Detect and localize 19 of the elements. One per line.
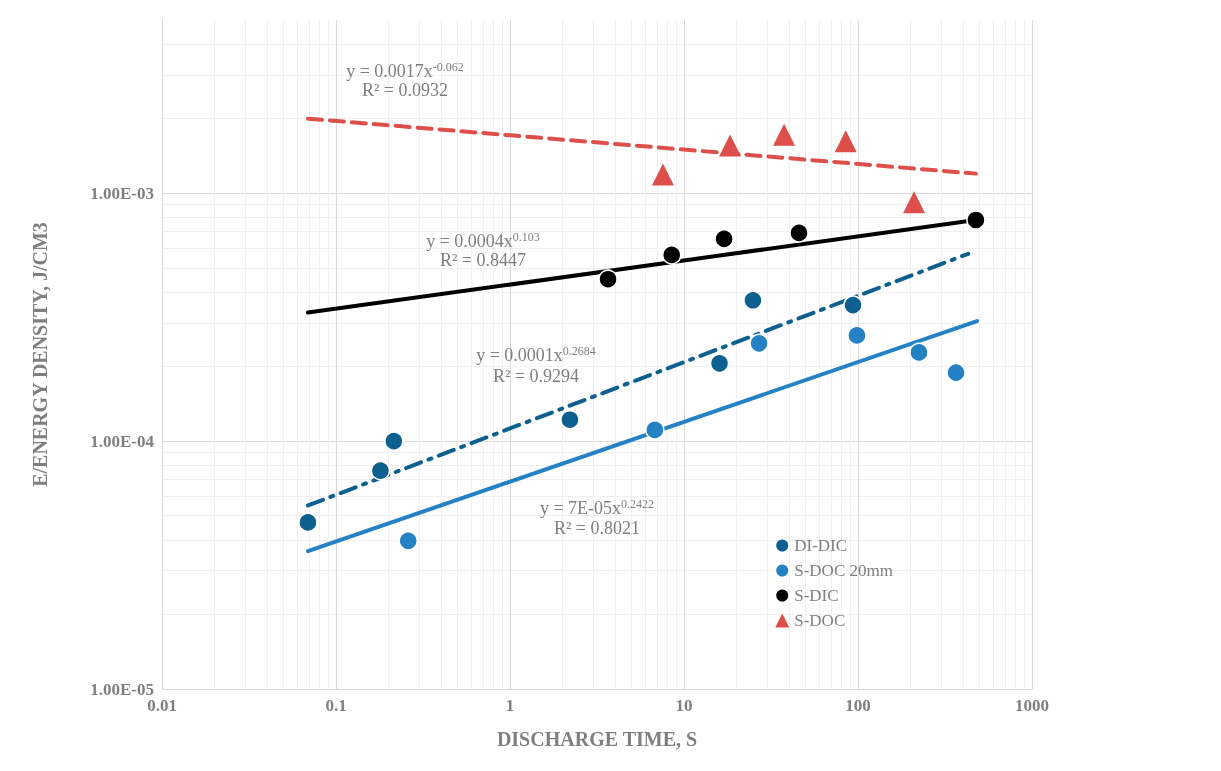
x-tick-label: 0.1	[325, 696, 347, 715]
y-tick-label: 1.00E-04	[90, 431, 155, 451]
legend-label: S-DOC 20mm	[794, 560, 893, 580]
annotation: R² = 0.9294	[492, 366, 580, 386]
x-tick-label: 100	[845, 696, 871, 715]
x-tick-label: 1	[505, 696, 515, 715]
x-tick-label: 0.01	[147, 696, 177, 715]
y-tick-label: 1.00E-05	[90, 679, 154, 699]
annotation: R² = 0.8021	[553, 518, 641, 538]
y-axis-title: E/ENERGY DENSITY, J/CM3	[29, 222, 51, 487]
legend-label: S-DOC	[794, 610, 846, 630]
legend-label: S-DIC	[794, 585, 839, 605]
x-axis-title: DISCHARGE TIME, S	[496, 728, 698, 750]
legend-label: DI-DIC	[794, 535, 848, 555]
y-tick-label: 1.00E-03	[90, 183, 154, 203]
x-tick-label: 1000	[1015, 696, 1049, 715]
x-tick-label: 10	[675, 696, 693, 715]
annotation: R² = 0.0932	[361, 80, 449, 100]
annotation: R² = 0.8447	[439, 250, 527, 270]
